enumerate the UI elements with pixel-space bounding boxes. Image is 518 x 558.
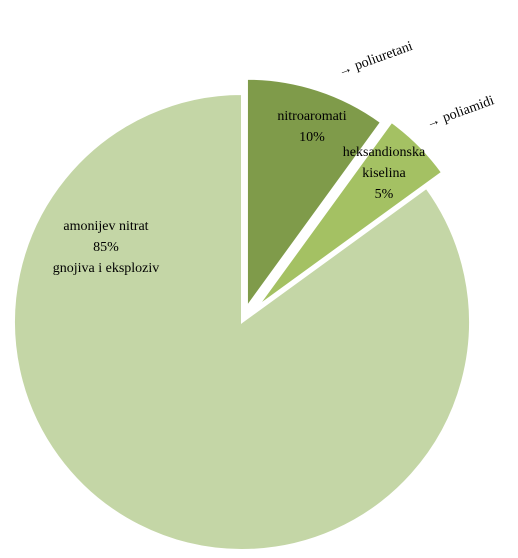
callout-poliuretani: → poliuretani <box>336 39 415 80</box>
nitroaromati-percent: 10% <box>299 130 325 145</box>
slice-heksandionska-kiselina <box>256 120 444 308</box>
heksandionska-label: heksandionska kiselina 5% <box>343 145 426 202</box>
heksandionska-percent: 5% <box>375 187 394 202</box>
callout-poliamidi: → poliamidi <box>424 93 496 131</box>
nitroaromati-label: nitroaromati 10% <box>277 109 346 145</box>
amonijev-nitrat-percent: 85% <box>93 240 119 255</box>
amonijev-nitrat-label: amonijev nitrat 85% gnojiva i eksploziv <box>53 219 160 276</box>
nitroaromati-name: nitroaromati <box>277 109 346 124</box>
heksandionska-name-line2: kiselina <box>362 166 406 181</box>
amonijev-nitrat-sublabel: gnojiva i eksploziv <box>53 261 160 276</box>
pie-slices <box>13 77 471 551</box>
slice-amonijev-nitrat <box>13 92 471 551</box>
heksandionska-name-line1: heksandionska <box>343 145 426 160</box>
slice-nitroaromati <box>245 77 383 310</box>
amonijev-nitrat-name: amonijev nitrat <box>63 219 148 234</box>
